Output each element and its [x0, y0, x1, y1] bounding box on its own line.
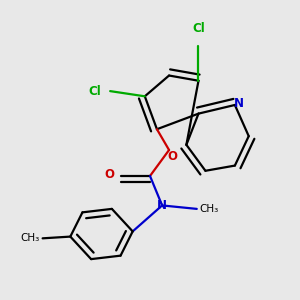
Text: O: O	[104, 168, 114, 181]
Text: O: O	[167, 150, 178, 163]
Text: Cl: Cl	[89, 85, 101, 98]
Text: N: N	[157, 199, 167, 212]
Text: CH₃: CH₃	[21, 233, 40, 243]
Text: N: N	[234, 97, 244, 110]
Text: Cl: Cl	[192, 22, 205, 35]
Text: CH₃: CH₃	[200, 204, 219, 214]
